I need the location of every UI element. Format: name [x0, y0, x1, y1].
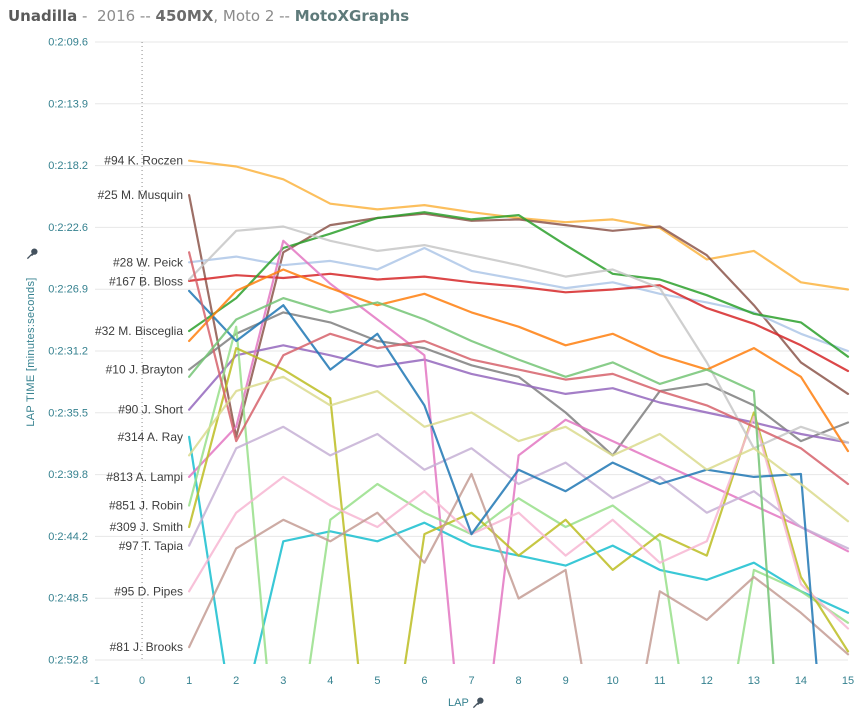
series-line--95-d-pipes[interactable]: [188, 415, 850, 630]
x-tick-label: 11: [654, 675, 665, 687]
series-label[interactable]: #94 K. Roczen: [104, 154, 183, 168]
series-label[interactable]: #10 J. Brayton: [106, 363, 183, 377]
y-tick-label: 0:2:52.8: [48, 655, 88, 667]
title-moto: , Moto 2 --: [213, 7, 295, 25]
y-tick-label: 0:2:22.6: [48, 222, 88, 234]
series-label[interactable]: #28 W. Peick: [113, 255, 184, 269]
title-brand: MotoXGraphs: [294, 7, 410, 25]
series-line-unlabeled[interactable]: [188, 268, 850, 453]
x-tick-label: 10: [607, 675, 619, 687]
x-tick-label: 9: [563, 675, 569, 687]
y-axis-title: LAP TIME [minutes:seconds]: [25, 277, 37, 427]
title-venue: Unadilla: [8, 7, 78, 25]
series-line--94-k-roczen[interactable]: [188, 159, 850, 291]
series-label[interactable]: #81 J. Brooks: [110, 640, 183, 654]
title-class: 450MX: [155, 7, 214, 25]
y-tick-label: 0:2:26.9: [48, 284, 88, 296]
y-tick-label: 0:2:31.2: [48, 346, 88, 358]
series-line-unlabeled[interactable]: [188, 375, 850, 523]
series-line-unlabeled[interactable]: [188, 225, 850, 450]
series-label[interactable]: #309 J. Smith: [110, 520, 183, 534]
series-label[interactable]: #95 D. Pipes: [114, 584, 183, 598]
x-tick-label: 12: [701, 675, 713, 687]
y-tick-label: 0:2:35.5: [48, 407, 88, 419]
x-tick-label: 6: [421, 675, 427, 687]
x-tick-label: 0: [139, 675, 145, 687]
series-label[interactable]: #90 J. Short: [118, 403, 183, 417]
x-tick-label: 5: [374, 675, 380, 687]
x-tick-label: 1: [186, 675, 192, 687]
x-axis-title: LAP: [448, 696, 469, 709]
series-line--28-w-peick[interactable]: [188, 246, 850, 353]
x-tick-label: 8: [516, 675, 522, 687]
y-tick-label: 0:2:13.9: [48, 98, 88, 110]
y-axis-pin-icon[interactable]: [26, 247, 39, 260]
x-tick-label: 15: [842, 675, 854, 687]
y-tick-label: 0:2:44.2: [48, 531, 88, 543]
series-line--851-j-robin[interactable]: [188, 325, 850, 716]
series-label[interactable]: #25 M. Musquin: [98, 188, 183, 202]
series-label[interactable]: #851 J. Robin: [109, 499, 183, 513]
series-line-unlabeled[interactable]: [188, 289, 848, 716]
x-tick-label: 13: [748, 675, 760, 687]
x-tick-label: 4: [327, 675, 333, 687]
series-line--25-m-musquin[interactable]: [188, 194, 850, 438]
series-group: [188, 159, 850, 716]
x-tick-label: 14: [795, 675, 807, 687]
chart-title: Unadilla - 2016 -- 450MX, Moto 2 -- Moto…: [8, 6, 409, 26]
y-tick-label: 0:2:18.2: [48, 160, 88, 172]
series-line--167-b-bloss[interactable]: [188, 272, 850, 373]
series-line--10-j-brayton[interactable]: [188, 311, 850, 457]
series-label[interactable]: #167 B. Bloss: [109, 274, 183, 288]
y-tick-label: 0:2:09.6: [48, 37, 88, 49]
series-line--81-j-brooks[interactable]: [188, 472, 850, 716]
series-label[interactable]: #813 A. Lampi: [106, 470, 183, 484]
title-separator: - 2016 --: [77, 7, 156, 25]
x-axis-title-group: LAP: [448, 696, 485, 709]
x-axis-pin-icon[interactable]: [472, 696, 485, 709]
series-line--97-t-tapia[interactable]: [188, 425, 850, 550]
x-tick-label: 2: [233, 675, 239, 687]
y-tick-label: 0:2:39.8: [48, 469, 88, 481]
series-line-unlabeled[interactable]: [188, 297, 801, 716]
x-tick-label: -1: [90, 675, 100, 687]
series-label[interactable]: #32 M. Bisceglia: [95, 324, 183, 338]
y-tick-label: 0:2:48.5: [48, 593, 88, 605]
series-line--32-m-bisceglia[interactable]: [188, 211, 850, 358]
series-line-unlabeled[interactable]: [188, 251, 850, 486]
series-label[interactable]: #97 T. Tapia: [119, 539, 184, 553]
x-tick-label: 3: [280, 675, 286, 687]
series-label[interactable]: #314 A. Ray: [118, 430, 183, 444]
x-tick-label: 7: [468, 675, 474, 687]
